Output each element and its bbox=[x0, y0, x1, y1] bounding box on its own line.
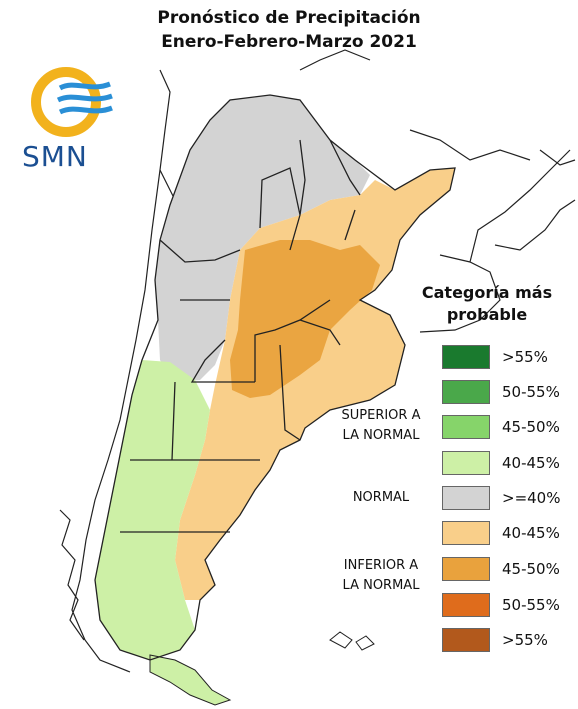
legend-swatch bbox=[442, 593, 490, 617]
title-line-1: Pronóstico de Precipitación bbox=[157, 8, 421, 28]
area-normal bbox=[155, 95, 370, 382]
legend-item: 40-45% bbox=[442, 520, 560, 546]
chile-coastline bbox=[59, 169, 161, 673]
group-superior-line1: SUPERIOR A bbox=[341, 408, 421, 423]
legend-label: 45-50% bbox=[502, 560, 560, 578]
area-below-45-50 bbox=[230, 240, 380, 398]
legend-item: 45-50% bbox=[442, 556, 560, 582]
legend-swatch bbox=[442, 521, 490, 545]
legend-swatch bbox=[442, 451, 490, 475]
area-tierra-del-fuego bbox=[149, 654, 232, 706]
group-superior-line2: LA NORMAL bbox=[342, 428, 420, 443]
legend-swatch bbox=[442, 557, 490, 581]
legend-item: >=40% bbox=[442, 485, 560, 511]
legend-label: 40-45% bbox=[502, 524, 560, 542]
area-above-40-45 bbox=[95, 360, 210, 660]
legend-item: 50-55% bbox=[442, 379, 560, 405]
neighbor-borders bbox=[159, 49, 576, 333]
legend-label: 50-55% bbox=[502, 596, 560, 614]
group-inferior-line1: INFERIOR A bbox=[343, 558, 419, 573]
logo-text: SMN bbox=[22, 140, 88, 173]
legend-swatch bbox=[442, 486, 490, 510]
legend-label: 45-50% bbox=[502, 418, 560, 436]
group-label-superior: SUPERIOR A LA NORMAL bbox=[326, 406, 436, 446]
group-inferior-line2: LA NORMAL bbox=[342, 578, 420, 593]
legend-label: 50-55% bbox=[502, 383, 560, 401]
map-title: Pronóstico de Precipitación Enero-Febrer… bbox=[0, 6, 578, 54]
province-borders bbox=[94, 94, 456, 661]
legend-swatch bbox=[442, 380, 490, 404]
legend-label: >55% bbox=[502, 348, 548, 366]
group-label-normal: NORMAL bbox=[352, 490, 410, 505]
islands bbox=[329, 631, 375, 651]
legend-item: 45-50% bbox=[442, 414, 560, 440]
legend-swatch bbox=[442, 415, 490, 439]
sun-waves-icon bbox=[31, 67, 113, 137]
legend-title: Categoría más probable bbox=[421, 283, 553, 324]
legend-item: >55% bbox=[442, 344, 548, 370]
legend-label: >55% bbox=[502, 631, 548, 649]
legend-item: >55% bbox=[442, 627, 548, 653]
legend-item: 40-45% bbox=[442, 450, 560, 476]
group-label-inferior: INFERIOR A LA NORMAL bbox=[326, 556, 436, 596]
legend-item: 50-55% bbox=[442, 592, 560, 618]
legend-label: >=40% bbox=[502, 489, 561, 507]
legend-swatch bbox=[442, 628, 490, 652]
legend-swatch bbox=[442, 345, 490, 369]
smn-logo bbox=[20, 62, 116, 174]
legend-label: 40-45% bbox=[502, 454, 560, 472]
title-line-2: Enero-Febrero-Marzo 2021 bbox=[161, 32, 417, 52]
